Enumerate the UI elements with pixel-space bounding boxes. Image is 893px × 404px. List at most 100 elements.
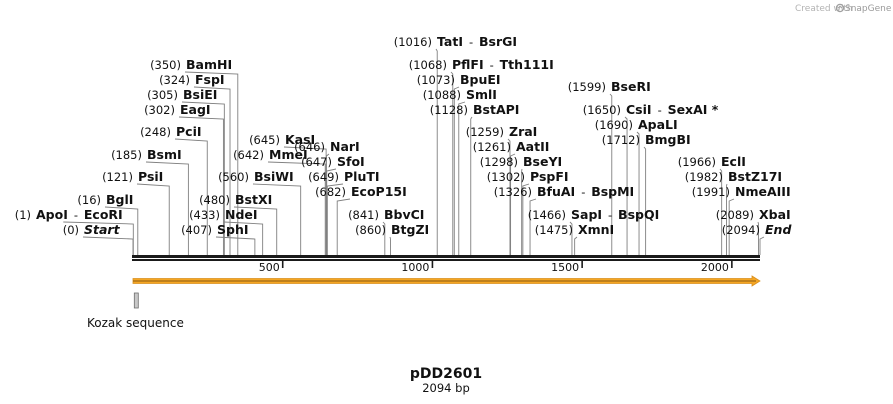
site-fspi[interactable]: (324) FspI xyxy=(159,72,225,87)
site-kasi[interactable]: (645) KasI xyxy=(249,132,315,147)
site-name: SphI xyxy=(217,222,249,237)
credit-brand: SnapGene xyxy=(845,4,892,14)
site-pcii[interactable]: (248) PciI xyxy=(140,124,201,139)
site-name: End xyxy=(765,222,792,237)
site-name: BmgBI xyxy=(645,132,691,147)
site-pair-name: BspMI xyxy=(591,184,634,199)
site-nmeaiii[interactable]: (1991) NmeAIII xyxy=(692,184,791,199)
site-position: (1073) xyxy=(417,73,455,87)
leader-eagi xyxy=(178,116,224,255)
leader-end xyxy=(759,236,765,255)
site-name: FspI xyxy=(195,72,225,87)
site-name: BseYI xyxy=(523,154,562,169)
site-name: SfoI xyxy=(337,154,365,169)
site-bamhi[interactable]: (350) BamHI xyxy=(150,57,232,72)
site-bstapi[interactable]: (1128) BstAPI xyxy=(430,102,520,117)
leader-sfoi xyxy=(326,168,337,255)
site-sfoi[interactable]: (647) SfoI xyxy=(301,154,365,169)
site-apoi[interactable]: (1) ApoI - EcoRI xyxy=(15,207,123,222)
site-xmni[interactable]: (1475) XmnI xyxy=(535,222,614,237)
leader-sphi xyxy=(215,236,256,255)
site-bseri[interactable]: (1599) BseRI xyxy=(568,79,651,94)
site-position: (1261) xyxy=(473,140,511,154)
site-name: SapI xyxy=(571,207,602,222)
site-pluti[interactable]: (649) PluTI xyxy=(308,169,379,184)
site-labels: (0) Start(1) ApoI - EcoRI(16) BglI (121) PsiI (1… xyxy=(15,34,793,237)
site-pair-name: BsrGI xyxy=(479,34,517,49)
leader-pcii xyxy=(174,138,208,255)
leader-ecop15i xyxy=(336,198,351,255)
site-pair-separator: - xyxy=(608,208,612,222)
site-position: (1068) xyxy=(409,58,447,72)
site-sapi[interactable]: (1466) SapI - BspQI xyxy=(528,207,660,222)
site-name: ZraI xyxy=(509,124,537,139)
site-bstxi[interactable]: (480) BstXI xyxy=(199,192,272,207)
leader-xbai xyxy=(757,221,759,255)
plasmid-name: pDD2601 xyxy=(410,366,482,382)
site-bsiei[interactable]: (305) BsiEI xyxy=(147,87,217,102)
leader-smli xyxy=(458,101,466,255)
tick-label-2000: 2000 xyxy=(701,261,729,274)
site-eagi[interactable]: (302) EagI xyxy=(144,102,211,117)
site-nari[interactable]: (646) NarI xyxy=(294,139,360,154)
site-bmgbi[interactable]: (1712) BmgBI xyxy=(602,132,691,147)
site-psii[interactable]: (121) PsiI xyxy=(102,169,163,184)
leader-mmei xyxy=(267,161,326,255)
site-position: (1466) xyxy=(528,208,566,222)
site-end[interactable]: (2094) End xyxy=(722,222,793,237)
site-position: (682) xyxy=(315,185,346,199)
site-bbvci[interactable]: (841) BbvCI xyxy=(348,207,424,222)
site-name: BstAPI xyxy=(473,102,519,117)
site-position: (1991) xyxy=(692,185,730,199)
site-position: (1966) xyxy=(678,155,716,169)
site-xbai[interactable]: (2089) XbaI xyxy=(716,207,791,222)
site-start[interactable]: (0) Start xyxy=(63,222,121,237)
site-position: (185) xyxy=(111,148,142,162)
site-position: (1690) xyxy=(595,118,633,132)
site-name: TatI xyxy=(437,34,463,49)
kozak-feature[interactable]: Kozak sequence xyxy=(87,292,184,330)
site-sphi[interactable]: (407) SphI xyxy=(181,222,248,237)
plasmid-length: 2094 bp xyxy=(422,381,470,395)
site-ecop15i[interactable]: (682) EcoP15I xyxy=(315,184,407,199)
site-name: SmlI xyxy=(466,87,497,102)
site-name: NdeI xyxy=(225,207,258,222)
site-zrai[interactable]: (1259) ZraI xyxy=(466,124,538,139)
site-position: (305) xyxy=(147,88,178,102)
site-name: EcoP15I xyxy=(351,184,407,199)
site-bstz17i[interactable]: (1982) BstZ17I xyxy=(685,169,782,184)
site-bpuei[interactable]: (1073) BpuEI xyxy=(417,72,501,87)
site-csii[interactable]: (1650) CsiI - SexAI * xyxy=(583,102,719,117)
site-smli[interactable]: (1088) SmlI xyxy=(423,87,497,102)
site-name: PsiI xyxy=(138,169,163,184)
backbone-bottom-strand xyxy=(132,259,760,261)
site-mmei[interactable]: (642) MmeI xyxy=(233,147,308,162)
site-pair-name: Tth111I xyxy=(500,57,554,72)
site-bseyi[interactable]: (1298) BseYI xyxy=(480,154,562,169)
site-aatii[interactable]: (1261) AatII xyxy=(473,139,550,154)
tick-label-1500: 1500 xyxy=(551,261,579,274)
leader-bbvci xyxy=(382,221,386,255)
site-ecli[interactable]: (1966) EclI xyxy=(678,154,746,169)
site-apali[interactable]: (1690) ApaLI xyxy=(595,117,678,132)
site-bfuai[interactable]: (1326) BfuAI - BspMI xyxy=(494,184,634,199)
site-pflfi[interactable]: (1068) PflFI - Tth111I xyxy=(409,57,554,72)
site-btgzi[interactable]: (860) BtgZI xyxy=(355,222,429,237)
leader-apali xyxy=(636,131,640,255)
site-name: BsiWI xyxy=(254,169,294,184)
site-tati[interactable]: (1016) TatI - BsrGI xyxy=(394,34,517,49)
site-pspfi[interactable]: (1302) PspFI xyxy=(487,169,569,184)
site-ndei[interactable]: (433) NdeI xyxy=(189,207,257,222)
site-bgli[interactable]: (16) BglI xyxy=(77,192,133,207)
site-position: (1088) xyxy=(423,88,461,102)
leader-bgli xyxy=(104,206,139,255)
site-position: (350) xyxy=(150,58,181,72)
site-position: (1298) xyxy=(480,155,518,169)
site-position: (1326) xyxy=(494,185,532,199)
site-bsiwi[interactable]: (560) BsiWI xyxy=(218,169,294,184)
site-bsmi[interactable]: (185) BsmI xyxy=(111,147,182,162)
site-position: (1) xyxy=(15,208,31,222)
site-position: (860) xyxy=(355,223,386,237)
orf-feature-arrow[interactable] xyxy=(132,275,761,287)
